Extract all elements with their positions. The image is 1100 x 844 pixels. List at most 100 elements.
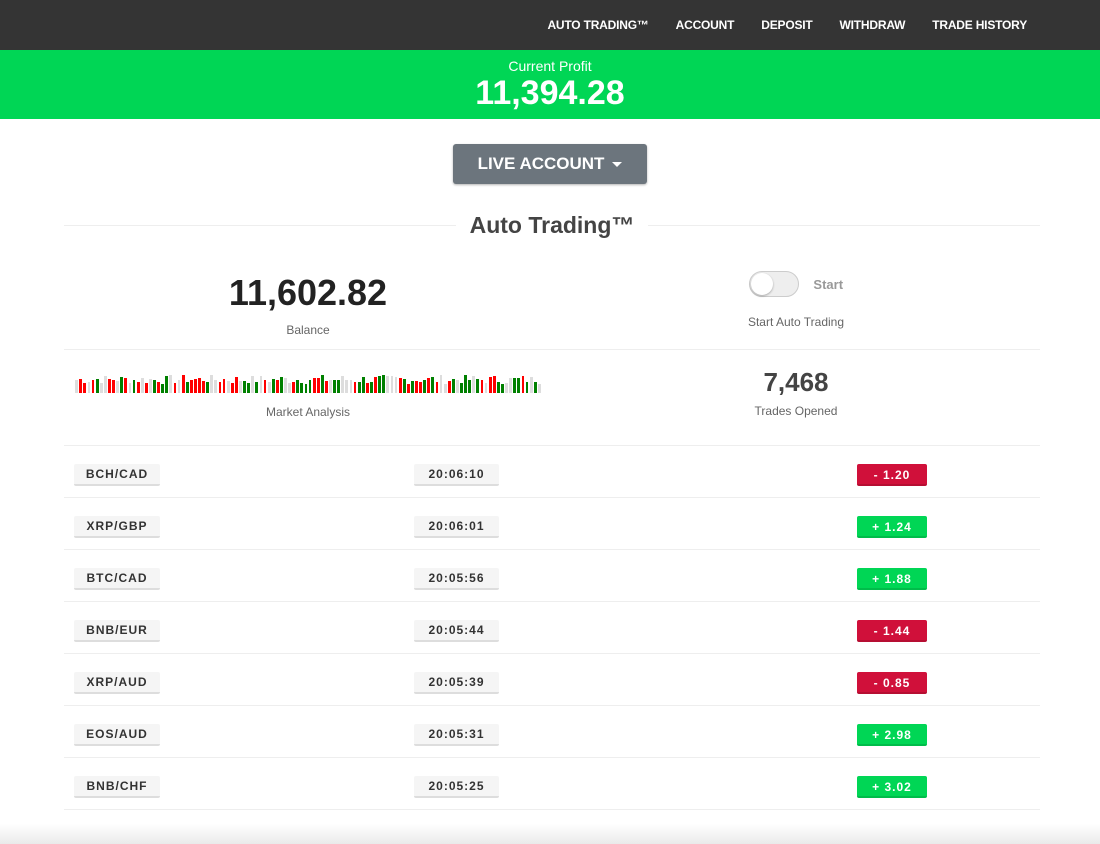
market-bar bbox=[533, 382, 537, 393]
market-bar bbox=[349, 380, 353, 393]
market-bar bbox=[320, 375, 324, 393]
market-bar bbox=[406, 384, 410, 393]
market-bar bbox=[234, 377, 238, 393]
market-bar bbox=[210, 375, 214, 393]
account-type-label: LIVE ACCOUNT bbox=[477, 154, 605, 173]
market-bar bbox=[112, 380, 115, 393]
market-bar bbox=[333, 380, 336, 393]
trade-time: 20:06:10 bbox=[414, 464, 499, 486]
market-bar bbox=[505, 383, 508, 393]
profit-label: Current Profit bbox=[508, 58, 592, 74]
market-bar bbox=[161, 384, 165, 393]
nav-account[interactable]: ACCOUNT bbox=[675, 18, 735, 32]
trade-row: BNB/EUR 20:05:44 - 1.44 bbox=[64, 602, 1040, 654]
market-bar bbox=[513, 378, 517, 393]
market-bar bbox=[316, 378, 320, 393]
market-bar bbox=[108, 379, 111, 393]
market-bar bbox=[525, 382, 529, 393]
trade-amount: + 3.02 bbox=[857, 776, 927, 798]
market-bar bbox=[284, 378, 287, 393]
trades-opened-value: 7,468 bbox=[763, 367, 829, 397]
market-bar bbox=[173, 383, 177, 393]
market-bar bbox=[263, 380, 267, 393]
market-bar bbox=[251, 376, 255, 393]
trade-row: BNB/CHF 20:05:25 + 3.02 bbox=[64, 758, 1040, 810]
profit-value: 11,394.28 bbox=[475, 74, 625, 112]
trade-amount: + 1.24 bbox=[857, 516, 927, 538]
market-bar bbox=[148, 379, 152, 393]
market-bar bbox=[443, 384, 447, 393]
market-bar bbox=[456, 380, 459, 393]
trade-pair: BNB/EUR bbox=[74, 620, 160, 642]
balance-value: 11,602.82 bbox=[228, 272, 388, 313]
profit-banner: Current Profit 11,394.28 bbox=[0, 50, 1100, 119]
trade-row: XRP/GBP 20:06:01 + 1.24 bbox=[64, 498, 1040, 550]
market-bar bbox=[501, 384, 504, 393]
market-bar bbox=[390, 376, 394, 393]
market-bar bbox=[198, 378, 201, 393]
auto-trading-caption: Start Auto Trading bbox=[747, 315, 845, 329]
market-bar bbox=[239, 381, 242, 393]
trade-amount: + 2.98 bbox=[857, 724, 927, 746]
caret-down-icon bbox=[612, 162, 623, 168]
market-bar bbox=[460, 383, 463, 393]
market-bar bbox=[124, 378, 128, 393]
market-bar bbox=[451, 379, 455, 393]
nav-withdraw[interactable]: WITHDRAW bbox=[839, 18, 906, 32]
market-bar bbox=[202, 381, 205, 393]
market-bar bbox=[267, 382, 271, 393]
trade-amount: - 0.85 bbox=[857, 672, 927, 694]
market-bar bbox=[472, 376, 476, 393]
market-bar bbox=[394, 377, 398, 393]
trade-row: BTC/CAD 20:05:56 + 1.88 bbox=[64, 550, 1040, 602]
market-bar bbox=[177, 380, 181, 393]
market-bar bbox=[480, 380, 484, 393]
market-bar bbox=[218, 382, 222, 393]
market-bar bbox=[402, 379, 406, 393]
market-bar bbox=[144, 383, 148, 393]
nav-trade-history[interactable]: TRADE HISTORY bbox=[932, 18, 1027, 32]
trade-pair: BTC/CAD bbox=[74, 568, 160, 590]
market-bar bbox=[341, 376, 345, 393]
market-analysis-label: Market Analysis bbox=[265, 405, 351, 419]
market-bar bbox=[484, 383, 488, 393]
market-bar bbox=[185, 382, 189, 393]
trade-amount: - 1.20 bbox=[857, 464, 927, 486]
market-bar bbox=[153, 380, 156, 393]
trade-pair: EOS/AUD bbox=[74, 724, 160, 746]
trade-pair: BCH/CAD bbox=[74, 464, 160, 486]
market-bar bbox=[537, 384, 541, 393]
market-bar bbox=[382, 375, 386, 393]
toggle-label: Start bbox=[813, 276, 844, 292]
market-bar bbox=[435, 382, 439, 393]
balance-label: Balance bbox=[286, 323, 330, 337]
market-bar bbox=[194, 379, 197, 393]
market-bar bbox=[91, 380, 95, 393]
market-bar bbox=[99, 383, 103, 393]
market-bar bbox=[300, 383, 304, 393]
trades-list: BCH/CAD 20:06:10 - 1.20 XRP/GBP 20:06:01 … bbox=[64, 446, 1040, 810]
market-bar bbox=[271, 379, 275, 393]
nav-deposit[interactable]: DEPOSIT bbox=[761, 18, 813, 32]
market-bar bbox=[353, 382, 357, 393]
trade-amount: - 1.44 bbox=[857, 620, 927, 642]
top-nav: AUTO TRADING™ ACCOUNT DEPOSIT WITHDRAW T… bbox=[0, 0, 1100, 50]
market-bar bbox=[423, 380, 427, 393]
market-bar bbox=[181, 375, 185, 393]
market-bar bbox=[95, 379, 99, 393]
auto-trading-toggle[interactable] bbox=[748, 271, 799, 297]
market-bar bbox=[374, 377, 377, 393]
nav-auto-trading[interactable]: AUTO TRADING™ bbox=[547, 18, 649, 32]
market-bar bbox=[296, 380, 300, 393]
account-type-dropdown[interactable]: LIVE ACCOUNT bbox=[453, 144, 647, 184]
market-bar bbox=[386, 376, 390, 393]
market-bar bbox=[439, 375, 443, 393]
market-bar bbox=[415, 381, 418, 393]
market-bar bbox=[337, 380, 341, 393]
market-bar bbox=[116, 381, 120, 393]
market-bar bbox=[206, 382, 210, 393]
market-bar bbox=[79, 379, 83, 393]
market-bar bbox=[427, 378, 431, 393]
trade-pair: XRP/GBP bbox=[74, 516, 160, 538]
trade-time: 20:05:44 bbox=[414, 620, 499, 642]
